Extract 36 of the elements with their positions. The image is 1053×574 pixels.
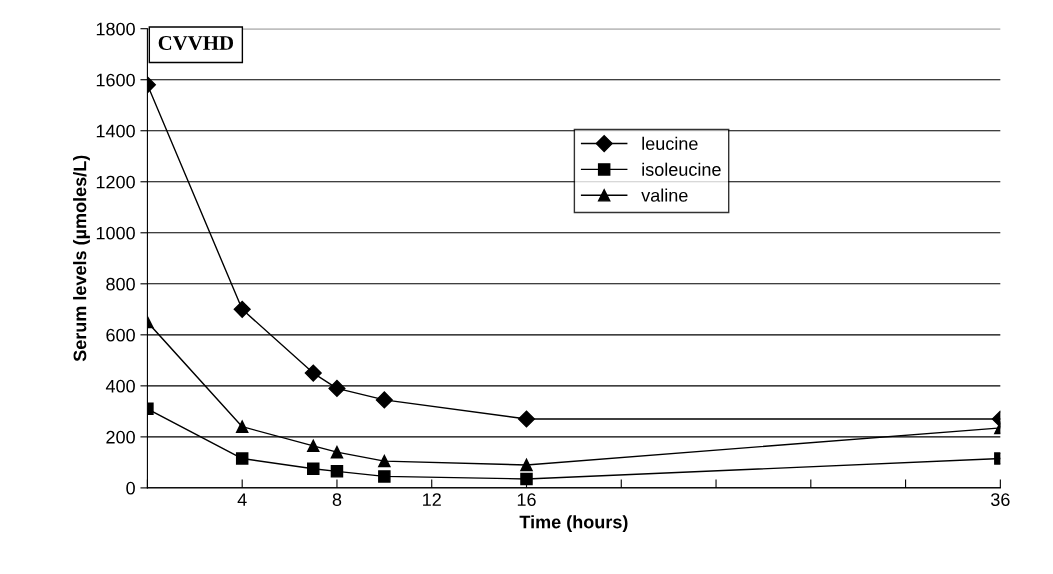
- point: [520, 472, 533, 486]
- x-tick-label: 16: [517, 493, 536, 507]
- point: [330, 445, 344, 459]
- y-tick-label: 1400: [96, 124, 135, 138]
- y-tick-label: 1600: [96, 73, 135, 87]
- x-tick-label: 4: [237, 493, 247, 506]
- point: [304, 364, 322, 382]
- point: [517, 410, 536, 428]
- point: [378, 454, 391, 468]
- y-tick-label: 400: [105, 379, 135, 393]
- x-tick-label: 8: [332, 493, 342, 507]
- point: [235, 420, 249, 433]
- y-tick-label: 1800: [96, 22, 135, 36]
- point: [328, 379, 346, 397]
- legend-label: leucine: [642, 136, 698, 151]
- y-axis-title: Serum levels (µmoles/L): [73, 155, 90, 362]
- point: [520, 458, 533, 472]
- point: [378, 470, 391, 483]
- y-tick-label: 200: [106, 430, 135, 444]
- annotation: CVVHD: [158, 35, 234, 51]
- legend-label: valine: [641, 188, 688, 202]
- x-axis-title: Time (hours): [519, 515, 628, 532]
- y-tick-label: 0: [126, 481, 135, 495]
- legend-label: isoleucine: [642, 162, 721, 176]
- point: [235, 452, 249, 465]
- x-tick-label: 12: [423, 493, 441, 506]
- point: [307, 462, 320, 476]
- point: [375, 391, 393, 409]
- y-tick-label: 800: [106, 277, 135, 291]
- y-tick-label: 1000: [96, 226, 135, 240]
- y-tick-label: 600: [106, 328, 135, 342]
- y-tick-label: 1200: [96, 175, 135, 189]
- point: [307, 439, 320, 453]
- x-tick-label: 36: [991, 493, 1010, 507]
- point: [330, 465, 344, 478]
- point: [233, 300, 251, 318]
